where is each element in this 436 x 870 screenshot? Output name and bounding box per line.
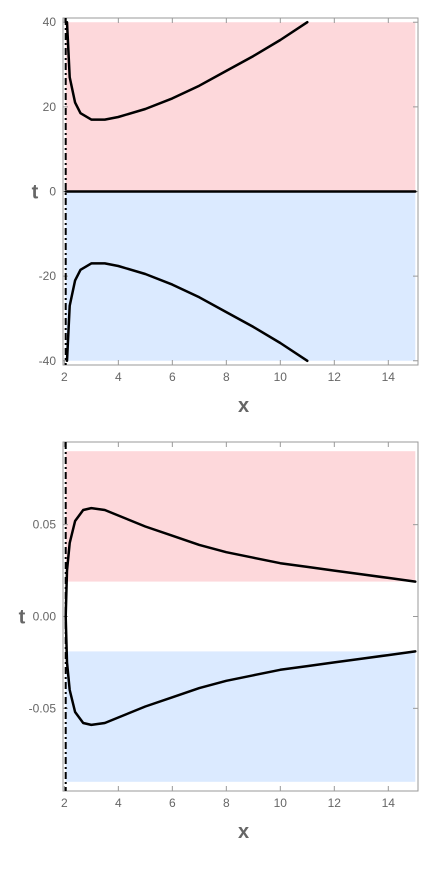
region-lower xyxy=(65,651,416,782)
y-tick-label: -20 xyxy=(39,269,57,283)
x-tick-label: 8 xyxy=(223,796,230,810)
x-tick-label: 4 xyxy=(115,370,122,384)
chart-1: 2 4 6 8 10 12 14 -40 -20 0 20 40 x t xyxy=(32,15,419,417)
y-axis-label: t xyxy=(19,607,26,629)
x-tick-label: 12 xyxy=(328,796,342,810)
x-tick-label: 12 xyxy=(328,370,342,384)
y-tick-label: 0.00 xyxy=(33,610,57,624)
series-line-1 xyxy=(64,506,417,618)
series-line-2 xyxy=(64,615,417,727)
x-axis-label: x xyxy=(238,821,249,843)
x-tick-label: 10 xyxy=(274,370,288,384)
x-tick-label: 14 xyxy=(382,370,396,384)
y-tick-label: 0.05 xyxy=(33,518,57,532)
y-tick-label: 40 xyxy=(43,15,57,29)
y-tick-label: -0.05 xyxy=(29,701,57,715)
x-tick-label: 2 xyxy=(61,370,68,384)
region-upper xyxy=(65,451,416,582)
series-line-1 xyxy=(65,20,309,121)
y-tick-label: -40 xyxy=(39,354,57,368)
x-axis-label: x xyxy=(238,395,249,417)
y-tick-label: 20 xyxy=(43,100,57,114)
x-tick-label: 6 xyxy=(169,370,176,384)
y-axis-label: t xyxy=(32,182,39,204)
series-line-2 xyxy=(65,262,309,363)
y-tick-label: 0 xyxy=(49,185,56,199)
x-tick-label: 6 xyxy=(169,796,176,810)
region-upper xyxy=(65,22,416,192)
x-tick-label: 10 xyxy=(274,796,288,810)
chart-2: 2 4 6 8 10 12 14 -0.05 0.00 0.05 x t xyxy=(19,441,419,843)
x-tick-label: 8 xyxy=(223,370,230,384)
region-lower xyxy=(65,191,416,361)
x-tick-label: 14 xyxy=(382,796,396,810)
x-tick-label: 4 xyxy=(115,796,122,810)
x-tick-label: 2 xyxy=(61,796,68,810)
